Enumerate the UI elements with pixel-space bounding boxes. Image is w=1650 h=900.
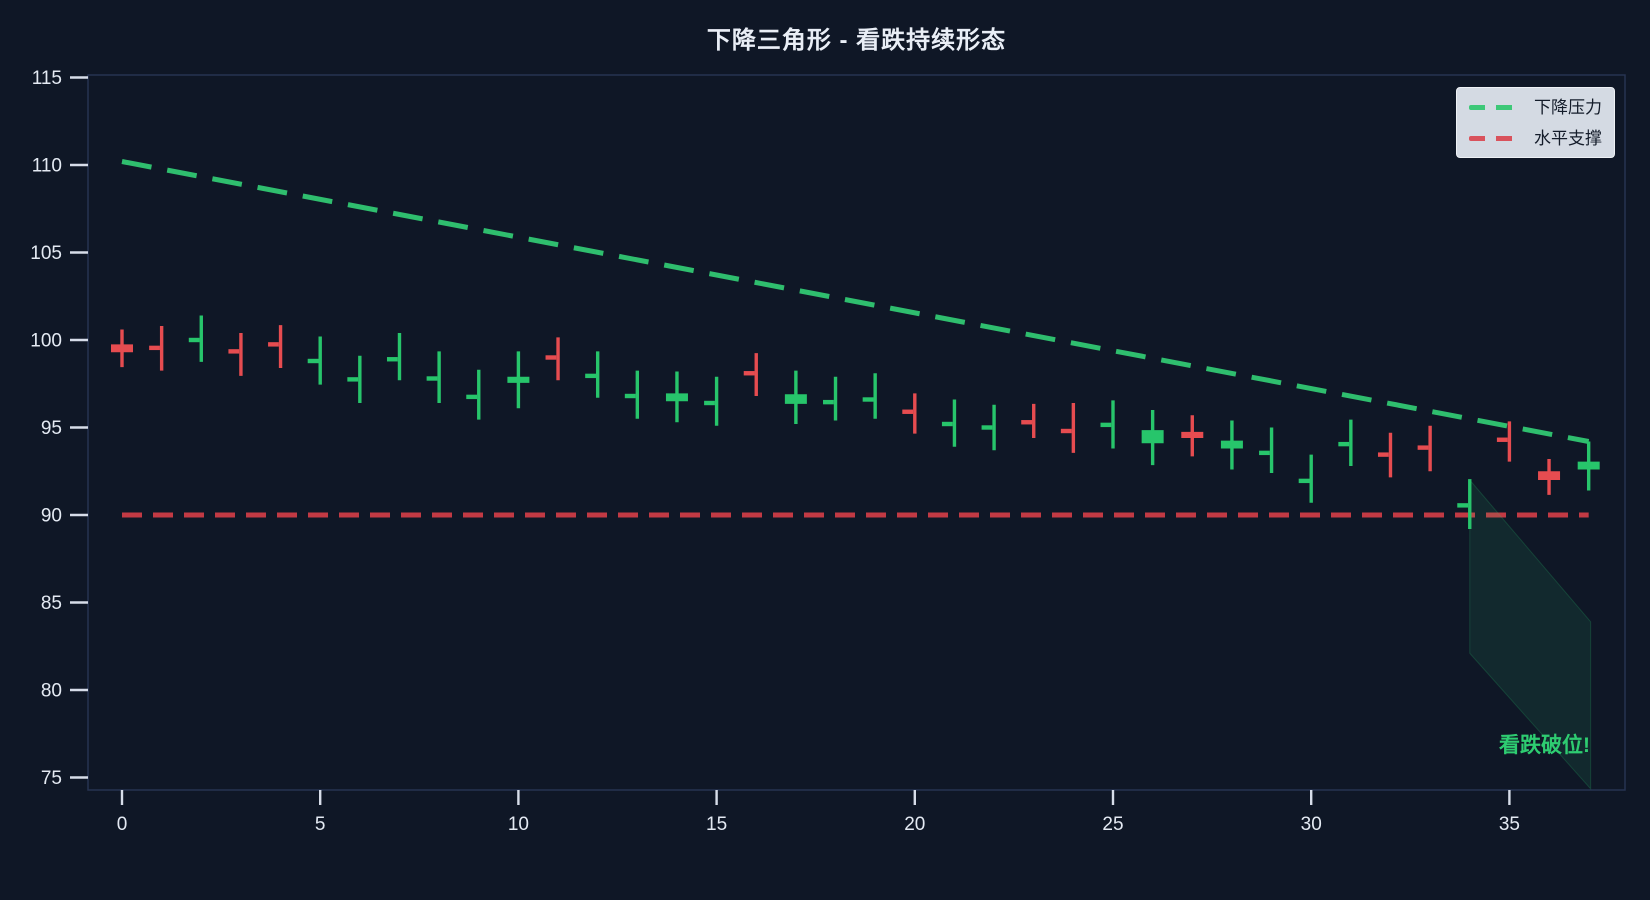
candle-open-tick (624, 393, 636, 399)
candle-open-tick (1377, 452, 1389, 457)
y-tick-label: 115 (32, 68, 62, 89)
candle-open-tick (981, 425, 993, 430)
candle-open-tick (386, 357, 398, 362)
y-tick-label: 75 (41, 768, 62, 789)
y-tick-label: 110 (32, 156, 62, 177)
x-tick-label: 30 (1301, 814, 1322, 835)
candle-open-tick (1496, 437, 1508, 442)
x-tick-label: 25 (1102, 814, 1123, 835)
candle-open-tick (862, 397, 874, 402)
candle-open-tick (149, 345, 160, 351)
candle-open-tick (347, 377, 359, 382)
candle-open-tick (426, 376, 438, 381)
candle-open-tick (1417, 445, 1429, 450)
x-tick-label: 15 (706, 814, 727, 835)
legend-label-support: 水平支撑 (1534, 129, 1602, 148)
plot-frame (87, 74, 1626, 791)
resistance-dash-icon (1469, 105, 1515, 110)
candle-body-up (784, 394, 807, 404)
legend-item-resistance: 下降压力 (1469, 99, 1602, 116)
legend-label-resistance: 下降压力 (1534, 98, 1602, 117)
candle-open-tick (1100, 422, 1112, 428)
candle-body-up (1577, 461, 1600, 470)
candle-open-tick (307, 358, 319, 364)
y-tick-label: 90 (41, 506, 62, 527)
candle-open-tick (1259, 450, 1270, 456)
candle-body-down (111, 344, 133, 353)
candle-body-down (1181, 431, 1204, 438)
resistance-trendline (121, 159, 1590, 444)
candle-open-tick (228, 349, 240, 354)
x-tick-label: 10 (508, 814, 529, 835)
candle-open-tick (268, 342, 279, 347)
candle-body-up (1220, 440, 1243, 449)
candle-open-tick (902, 409, 914, 414)
candle-open-tick (1457, 503, 1469, 508)
candle-open-tick (1021, 420, 1033, 425)
candle-open-tick (585, 373, 596, 379)
x-tick-label: 5 (315, 814, 326, 835)
candle-open-tick (941, 421, 953, 427)
breakout-arrow-shape (1469, 478, 1592, 791)
candle-open-tick (1060, 428, 1072, 434)
candle-open-tick (1298, 478, 1310, 484)
support-dash-icon (1469, 136, 1515, 141)
breakout-annotation: 看跌破位! (1499, 734, 1590, 757)
candle-body-up (1141, 430, 1164, 444)
candle-open-tick (1338, 441, 1350, 447)
candle-open-tick (466, 394, 478, 400)
y-tick-label: 100 (30, 331, 62, 352)
y-tick-label: 95 (41, 418, 62, 439)
legend-item-support: 水平支撑 (1469, 130, 1602, 147)
candle-open-tick (545, 355, 557, 360)
chart-title: 下降三角形 - 看跌持续形态 (706, 27, 1007, 54)
y-tick-label: 85 (41, 593, 62, 614)
y-tick-label: 105 (30, 243, 62, 264)
x-tick-label: 20 (904, 814, 925, 835)
candle-body-down (1538, 471, 1561, 480)
legend-box: 下降压力 水平支撑 (1456, 87, 1615, 158)
candle-body-up (665, 393, 688, 402)
x-tick-label: 35 (1499, 814, 1520, 835)
candle-open-tick (823, 399, 834, 405)
candle-open-tick (704, 400, 715, 406)
candle-open-tick (188, 337, 200, 343)
candle-body-up (507, 376, 530, 383)
x-tick-label: 0 (117, 814, 128, 835)
candle-open-tick (743, 371, 755, 376)
y-tick-label: 80 (41, 681, 62, 702)
